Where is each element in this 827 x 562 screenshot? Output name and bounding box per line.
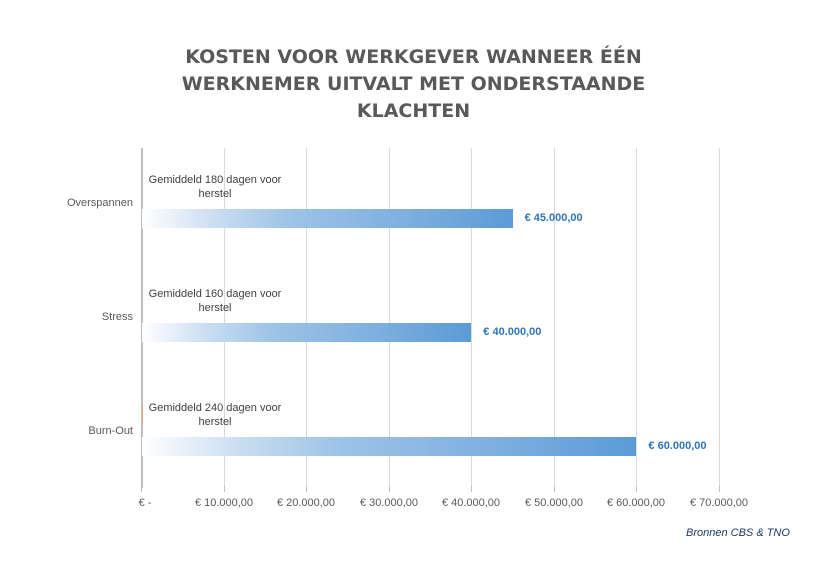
annotation-line-2: herstel [198,188,232,200]
bar-stress [142,323,472,342]
gridline [636,148,637,488]
x-tick-label: € 30.000,00 [359,497,419,509]
x-tick [636,486,637,492]
x-tick [719,486,720,492]
annotation-line-1: Gemiddeld 240 dagen voor [148,402,282,414]
x-tick-label: € 50.000,00 [524,497,584,509]
category-label: Stress [101,311,133,323]
chart-title-line-1: KOSTEN VOOR WERKGEVER WANNEER ÉÉN [185,46,642,68]
category-label: Overspannen [66,197,133,209]
bar-annotation: Gemiddeld 160 dagen voor herstel [145,287,285,315]
x-tick [471,486,472,492]
x-tick-label: € 60.000,00 [606,497,666,509]
data-label: € 60.000,00 [648,440,707,452]
marker-line [142,405,143,424]
x-tick-label: € 10.000,00 [194,497,254,509]
x-tick [224,486,225,492]
gridline [306,148,307,488]
x-tick [141,486,142,492]
x-tick [554,486,555,492]
x-tick [389,486,390,492]
gridline [389,148,390,488]
x-tick-label: € 70.000,00 [689,497,749,509]
annotation-line-1: Gemiddeld 160 dagen voor [148,288,282,300]
y-axis-line [141,148,143,488]
gridline [471,148,472,488]
gridline [224,148,225,488]
x-tick-label: € - [138,497,152,509]
data-label: € 40.000,00 [483,326,542,338]
annotation-line-1: Gemiddeld 180 dagen voor [148,174,282,186]
data-label: € 45.000,00 [524,212,583,224]
gridline [719,148,720,488]
category-label: Burn-Out [88,425,133,437]
x-tick [306,486,307,492]
annotation-line-2: herstel [198,302,232,314]
gridline [554,148,555,488]
bar-overspannen [142,209,513,228]
bar-burn-out [142,437,637,456]
bar-annotation: Gemiddeld 240 dagen voor herstel [145,401,285,429]
x-tick-label: € 20.000,00 [276,497,336,509]
annotation-line-2: herstel [198,416,232,428]
chart-title: KOSTEN VOOR WERKGEVER WANNEER ÉÉN WERKNE… [150,44,677,125]
chart-title-line-2: WERKNEMER UITVALT MET ONDERSTAANDE [181,73,646,95]
source-note: Bronnen CBS & TNO [686,527,790,539]
chart-title-line-3: KLACHTEN [356,100,471,122]
x-tick-label: € 40.000,00 [441,497,501,509]
bar-annotation: Gemiddeld 180 dagen voor herstel [145,173,285,201]
